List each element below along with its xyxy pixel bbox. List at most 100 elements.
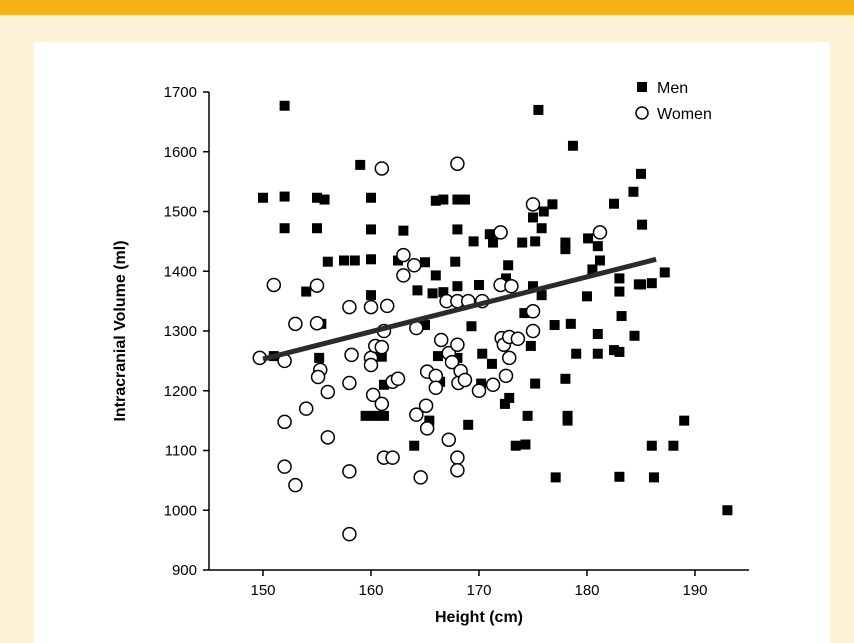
men-point: [376, 351, 387, 362]
women-point: [419, 421, 435, 436]
men-point: [560, 244, 571, 255]
men-point: [312, 223, 322, 234]
legend-men-marker: [637, 82, 647, 92]
men-point: [646, 440, 657, 451]
y-axis-ticks: 900 1000 1100 1200 1300 1400 1500 1600 1700: [164, 84, 209, 579]
men-point: [339, 255, 349, 266]
men-point: [366, 192, 376, 203]
men-point: [646, 278, 657, 289]
men-point: [637, 219, 648, 230]
men-point: [567, 140, 578, 151]
accent-top-bar: [0, 0, 854, 15]
women-point: [374, 396, 390, 412]
men-point: [393, 255, 403, 266]
data-points: [252, 100, 733, 542]
x-tick-label: 190: [682, 582, 707, 599]
men-point: [409, 440, 420, 451]
women-point: [498, 368, 514, 384]
men-point: [319, 194, 330, 205]
women-point: [418, 398, 434, 413]
men-point: [355, 159, 366, 170]
women-point: [406, 258, 422, 273]
y-tick-label: 1700: [164, 84, 197, 101]
x-tick-label: 150: [250, 582, 275, 599]
trend-line: [262, 256, 657, 362]
men-point: [504, 392, 515, 403]
men-point: [312, 192, 322, 203]
men-point: [520, 439, 531, 450]
men-point: [486, 358, 497, 369]
men-point: [510, 440, 521, 451]
men-point: [609, 345, 619, 356]
women-point: [396, 268, 411, 283]
men-point: [530, 378, 541, 389]
women-point: [501, 350, 517, 366]
men-point: [466, 321, 477, 332]
x-axis-title: Height (cm): [435, 609, 523, 626]
women-point: [441, 432, 457, 447]
y-tick-label: 1100: [165, 443, 197, 460]
y-tick-label: 1300: [164, 323, 197, 340]
women-point: [344, 347, 359, 363]
women-point: [309, 278, 325, 293]
chart-panel: 900 1000 1100 1200 1300 1400 1500 1600 1700 150 1…: [34, 42, 830, 643]
men-point: [592, 348, 603, 359]
men-point: [594, 255, 605, 266]
women-point: [298, 401, 314, 416]
women-point: [471, 383, 487, 398]
y-tick-label: 1200: [164, 383, 197, 400]
women-point: [277, 414, 292, 430]
men-point: [616, 311, 627, 322]
men-point: [322, 256, 333, 267]
men-point: [629, 330, 640, 341]
women-point: [288, 477, 303, 493]
men-point: [452, 194, 463, 205]
women-point: [288, 316, 303, 332]
y-tick-label: 1500: [164, 204, 197, 221]
men-point: [279, 223, 290, 234]
axes: [208, 92, 749, 571]
men-point: [314, 352, 325, 363]
women-point: [493, 225, 508, 240]
women-point: [320, 430, 336, 445]
men-point: [258, 192, 268, 203]
y-tick-label: 1000: [164, 502, 197, 519]
x-tick-label: 160: [358, 582, 383, 599]
men-point: [528, 212, 538, 223]
men-point: [378, 379, 389, 390]
men-point: [438, 194, 449, 205]
men-point: [565, 318, 576, 329]
men-point: [560, 237, 571, 248]
men-point: [484, 229, 495, 240]
men-point: [424, 415, 435, 426]
women-point: [342, 526, 357, 542]
women-point: [396, 247, 411, 263]
women-point: [365, 387, 381, 403]
women-point: [390, 371, 406, 387]
men-point: [450, 256, 461, 267]
men-point: [301, 286, 312, 297]
women-point: [320, 384, 336, 400]
men-point: [668, 440, 679, 451]
women-point: [409, 407, 424, 422]
men-point: [370, 410, 381, 421]
men-point: [517, 237, 528, 248]
men-point: [468, 236, 479, 247]
men-point: [432, 351, 443, 362]
women-point: [525, 323, 541, 339]
women-point: [450, 462, 465, 478]
men-point: [562, 410, 573, 421]
men-point: [435, 376, 446, 387]
men-point: [659, 267, 670, 278]
women-point: [428, 380, 444, 396]
men-point: [476, 378, 487, 389]
legend-women-label: Women: [657, 106, 712, 123]
men-point: [366, 224, 376, 235]
men-point: [366, 290, 376, 301]
men-point: [427, 288, 438, 299]
women-point: [374, 339, 390, 355]
men-point: [583, 233, 594, 244]
women-point: [277, 459, 292, 474]
women-point: [525, 197, 541, 212]
men-point: [528, 281, 538, 292]
